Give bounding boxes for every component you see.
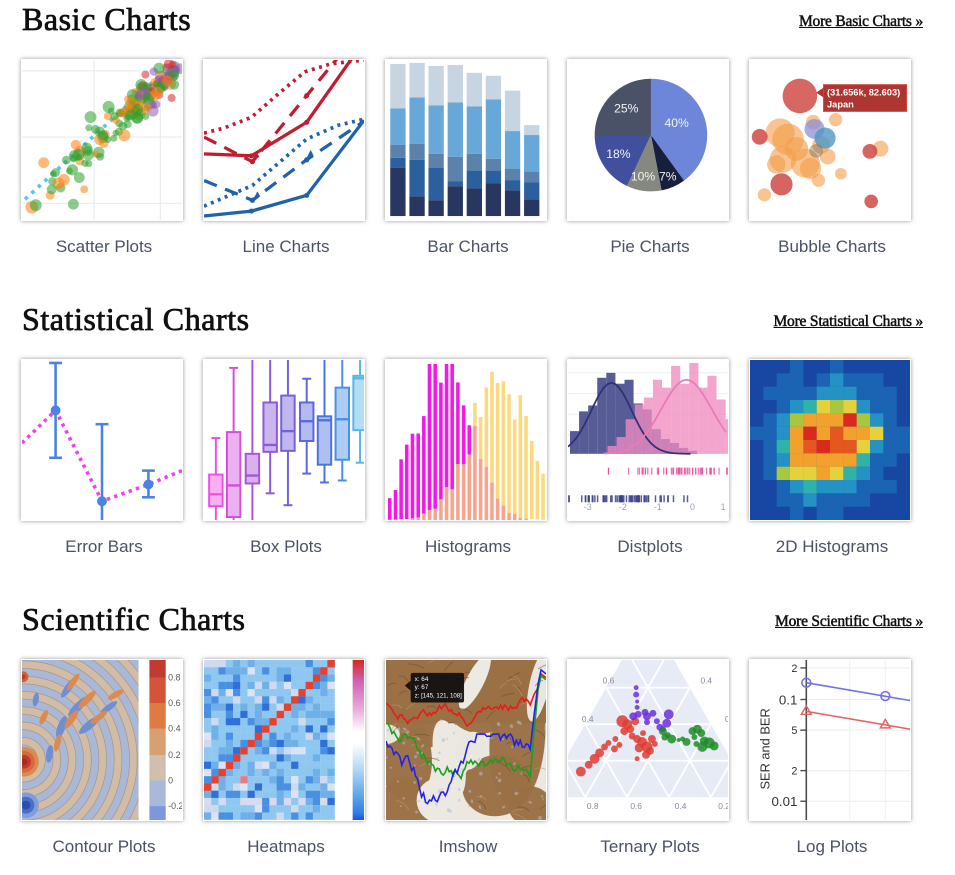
svg-text:x: 64: x: 64 (415, 676, 429, 683)
svg-text:0.4: 0.4 (700, 676, 712, 686)
svg-text:0.1: 0.1 (779, 692, 798, 707)
svg-text:0.6: 0.6 (630, 801, 642, 811)
svg-text:z: [145, 121, 108]: z: [145, 121, 108] (415, 693, 463, 700)
svg-text:5: 5 (791, 725, 797, 737)
svg-text:0: 0 (168, 775, 173, 785)
svg-text:-1: -1 (654, 502, 662, 512)
svg-text:0.4: 0.4 (168, 724, 180, 734)
svg-text:0.: 0. (725, 714, 728, 724)
svg-text:-0.2: -0.2 (168, 801, 182, 811)
svg-text:2: 2 (791, 663, 797, 675)
svg-text:0.4: 0.4 (675, 801, 687, 811)
svg-text:0.2: 0.2 (168, 750, 180, 760)
svg-text:0.4: 0.4 (582, 714, 594, 724)
svg-text:0.6: 0.6 (168, 698, 180, 708)
svg-text:(31.656k, 82.603): (31.656k, 82.603) (827, 88, 900, 98)
svg-text:0.01: 0.01 (771, 794, 797, 809)
svg-text:Japan: Japan (827, 99, 854, 109)
svg-text:0.6: 0.6 (603, 676, 615, 686)
svg-text:SER and BER: SER and BER (758, 708, 773, 789)
svg-text:y: 67: y: 67 (415, 684, 429, 691)
svg-text:40%: 40% (665, 116, 689, 130)
svg-text:0.8: 0.8 (168, 672, 180, 682)
svg-text:7%: 7% (659, 169, 677, 183)
svg-text:0: 0 (690, 502, 695, 512)
svg-text:0.8: 0.8 (587, 801, 599, 811)
svg-text:10%: 10% (631, 169, 655, 183)
svg-text:0.2: 0.2 (718, 801, 728, 811)
svg-text:-3: -3 (584, 502, 592, 512)
svg-text:1: 1 (721, 502, 726, 512)
svg-text:-2: -2 (619, 502, 627, 512)
svg-text:18%: 18% (606, 147, 630, 161)
svg-text:2: 2 (791, 766, 797, 778)
svg-text:25%: 25% (614, 101, 638, 115)
